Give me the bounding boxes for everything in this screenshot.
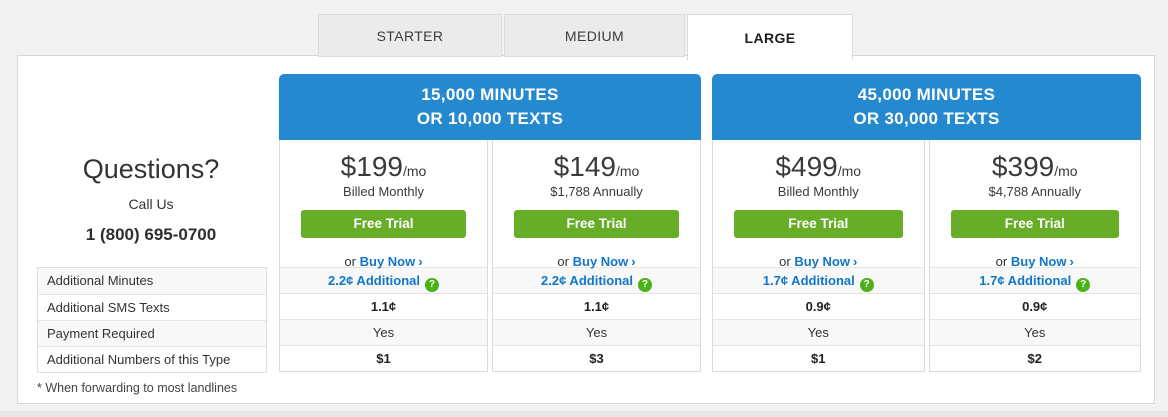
help-icon[interactable] [1076,278,1091,292]
buy-now-link[interactable]: Buy Now [1011,254,1074,269]
questions-title: Questions? [82,154,220,184]
billing-note: $1,788 Annually [550,184,643,199]
page-bottom-edge [0,411,1168,417]
plan-45000-annual: $399/mo $4,788 Annually Free Trial or Bu… [928,140,1141,372]
value-additional-numbers: $2 [929,345,1140,371]
contact-block: Questions? Call Us 1 (800) 695-0700 [18,154,284,245]
value-additional-minutes: 2.2¢ Additional [493,267,700,293]
plan-group-45000-header: 45,000 MINUTES OR 30,000 TEXTS [712,74,1141,140]
free-trial-button[interactable]: Free Trial [514,210,679,238]
footnote: * When forwarding to most landlines [37,381,238,395]
plan-group-15000: 15,000 MINUTES OR 10,000 TEXTS $199/mo B… [279,74,701,372]
value-additional-sms: 1.1¢ [280,293,487,319]
chevron-right-icon [1066,254,1073,269]
tab-starter[interactable]: STARTER [318,14,502,57]
group-header-line1: 45,000 MINUTES [857,85,996,104]
billing-note: Billed Monthly [343,184,424,199]
phone-number: 1 (800) 695-0700 [85,225,217,244]
plan-price: $499/mo [775,151,862,182]
buy-now-line: or Buy Now [493,254,700,269]
label-additional-numbers: Additional Numbers of this Type [38,346,266,372]
buy-now-line: or Buy Now [713,254,924,269]
buy-now-link[interactable]: Buy Now [360,254,423,269]
plan-15000-monthly: $199/mo Billed Monthly Free Trial or Buy… [279,140,488,372]
value-additional-minutes: 2.2¢ Additional [280,267,487,293]
plan-group-15000-header: 15,000 MINUTES OR 10,000 TEXTS [279,74,701,140]
value-additional-numbers: $3 [493,345,700,371]
plan-price: $399/mo [991,151,1078,182]
plan-45000-monthly: $499/mo Billed Monthly Free Trial or Buy… [712,140,925,372]
plan-price: $149/mo [553,151,640,182]
help-icon[interactable] [637,278,652,292]
tab-medium[interactable]: MEDIUM [504,14,685,57]
buy-now-link[interactable]: Buy Now [573,254,636,269]
value-payment-required: Yes [713,319,924,345]
value-additional-minutes: 1.7¢ Additional [929,267,1140,293]
value-additional-minutes: 1.7¢ Additional [713,267,924,293]
value-payment-required: Yes [929,319,1140,345]
free-trial-button[interactable]: Free Trial [301,210,466,238]
value-additional-sms: 1.1¢ [493,293,700,319]
plan-15000-annual: $149/mo $1,788 Annually Free Trial or Bu… [492,140,701,372]
buy-now-link[interactable]: Buy Now [794,254,857,269]
value-additional-sms: 0.9¢ [929,293,1140,319]
feature-label-table: Additional Minutes Additional SMS Texts … [37,267,267,373]
group-header-line2: OR 30,000 TEXTS [853,109,1000,128]
billing-note: Billed Monthly [777,184,859,199]
group-header-line2: OR 10,000 TEXTS [416,109,564,128]
label-payment-required: Payment Required [38,320,266,346]
buy-now-line: or Buy Now [280,254,487,269]
plan-price: $199/mo [340,151,427,182]
label-additional-minutes: Additional Minutes [38,268,266,294]
pricing-card: Questions? Call Us 1 (800) 695-0700 Addi… [17,55,1155,404]
value-additional-sms: 0.9¢ [713,293,924,319]
chevron-right-icon [850,254,857,269]
free-trial-button[interactable]: Free Trial [950,210,1119,238]
chevron-right-icon [628,254,635,269]
value-payment-required: Yes [493,319,700,345]
value-additional-numbers: $1 [713,345,924,371]
group-header-line1: 15,000 MINUTES [421,85,559,104]
plan-group-45000: 45,000 MINUTES OR 30,000 TEXTS $499/mo B… [712,74,1141,372]
help-icon[interactable] [424,278,439,292]
chevron-right-icon [415,254,422,269]
help-icon[interactable] [859,278,874,292]
tab-large[interactable]: LARGE [687,14,853,60]
value-payment-required: Yes [280,319,487,345]
billing-note: $4,788 Annually [988,184,1082,199]
buy-now-line: or Buy Now [930,254,1141,269]
call-us-label: Call Us [128,196,174,212]
label-additional-sms-texts: Additional SMS Texts [38,294,266,320]
free-trial-button[interactable]: Free Trial [734,210,903,238]
value-additional-numbers: $1 [280,345,487,371]
